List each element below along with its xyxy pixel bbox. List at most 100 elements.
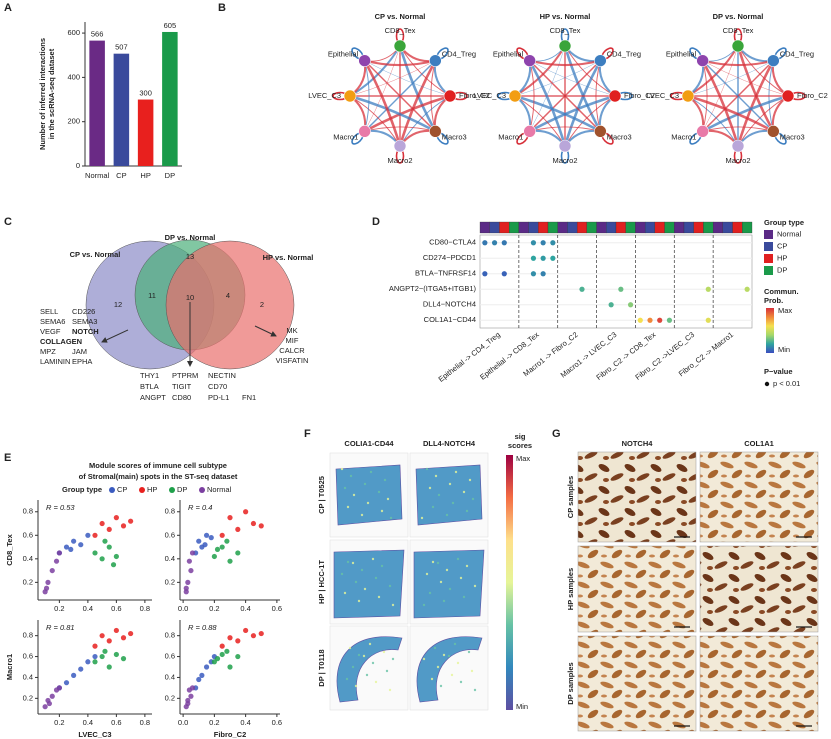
node [358,125,371,138]
legend-label: HP [147,485,157,494]
point [53,558,60,564]
expression-spot [442,653,446,657]
node-label: LVEC_C3 [308,91,341,100]
node-label: CD8_Tex [385,26,416,35]
expression-spot [362,654,366,658]
point [78,542,84,548]
panel-label: G [552,428,561,440]
gene-name: JAM [72,347,87,356]
expression-spot [391,657,395,661]
point [99,520,105,527]
dot [501,240,507,246]
edge [398,45,437,132]
value-label: 605 [164,21,177,30]
dot [579,286,585,292]
group-strip-cell [567,221,578,234]
point [92,550,98,556]
expression-spot [422,603,426,607]
dot [705,317,711,323]
legend-label: CP [117,485,127,494]
bar [113,53,130,166]
point [188,567,194,574]
network-title: CP vs. Normal [375,12,426,21]
edge [529,59,601,67]
panel-label: F [304,428,311,440]
gene-name: VEGF [40,327,61,336]
gene-name: TIGIT [172,382,192,391]
point [196,676,202,683]
column-header: NOTCH4 [622,439,654,448]
expression-spot [436,665,440,669]
colorbar-title: scores [508,441,532,450]
point [43,585,50,591]
y-tick-label: 0.2 [165,693,175,702]
group-strip-cell [683,221,694,234]
dot [550,255,556,261]
expression-spot [431,505,435,509]
expression-spot [354,580,358,584]
colorbar [506,455,513,710]
edge [736,60,775,147]
edge [514,60,601,97]
plot-frame [479,234,753,329]
row-label: CP samples [566,476,575,518]
value-label: 507 [115,43,128,52]
colorbar-title: sig [515,432,526,441]
gene-name: CD226 [72,307,95,316]
point [63,544,70,550]
value-label: 566 [91,30,104,39]
y-axis-label: Macro1 [5,654,14,680]
expression-spot [473,584,477,588]
column-header: COL1A1 [744,439,774,448]
point [92,532,98,538]
x-tick-label: 0.0 [178,604,188,613]
x-tick-label: 0.8 [140,604,150,613]
node [781,89,795,103]
x-tick-label: 0.4 [240,718,250,727]
annotation: R = 0.53 [46,503,75,512]
x-tick-label: Normal [85,171,110,180]
edge [529,45,566,132]
edge [364,60,451,97]
point [113,553,119,560]
expression-spot [345,677,349,681]
tissue [335,464,403,526]
gene-name: MPZ [40,347,56,356]
point [227,558,233,564]
point [211,553,217,560]
group-strip-cell [703,221,714,234]
node-label: Macro1 [498,133,523,142]
edge [702,60,774,132]
group-strip-cell [664,221,675,234]
legend-label: p < 0.01 [773,379,800,388]
node-label: Epithelial [328,49,359,58]
expression-spot [422,657,426,661]
legend-title: Group type [62,485,102,494]
legend-dot [764,381,770,387]
expression-spot [340,572,344,576]
node [731,139,745,153]
venn-set-label: HP vs. Normal [263,253,314,262]
x-axis-label: LVEC_C3 [78,730,111,739]
dot [705,286,711,292]
row-label: DLL4−NOTCH4 [423,300,476,309]
y-tick-label: 0.8 [23,507,33,516]
node-label: Macro3 [607,133,632,142]
panel-label: A [4,2,12,14]
point [113,515,119,521]
x-tick-label: 0.4 [83,718,93,727]
edge [514,94,601,133]
dot [540,255,546,261]
gene-name: SEMA3 [72,317,97,326]
panel-label: B [218,2,226,14]
y-tick-label: 0.8 [23,631,33,640]
group-strip-cell [489,221,500,234]
legend-dot [199,487,205,493]
point [85,659,91,665]
expression-spot [385,669,389,673]
expression-spot [388,688,392,692]
expression-spot [354,684,358,688]
node [558,139,572,153]
expression-spot [377,490,381,494]
